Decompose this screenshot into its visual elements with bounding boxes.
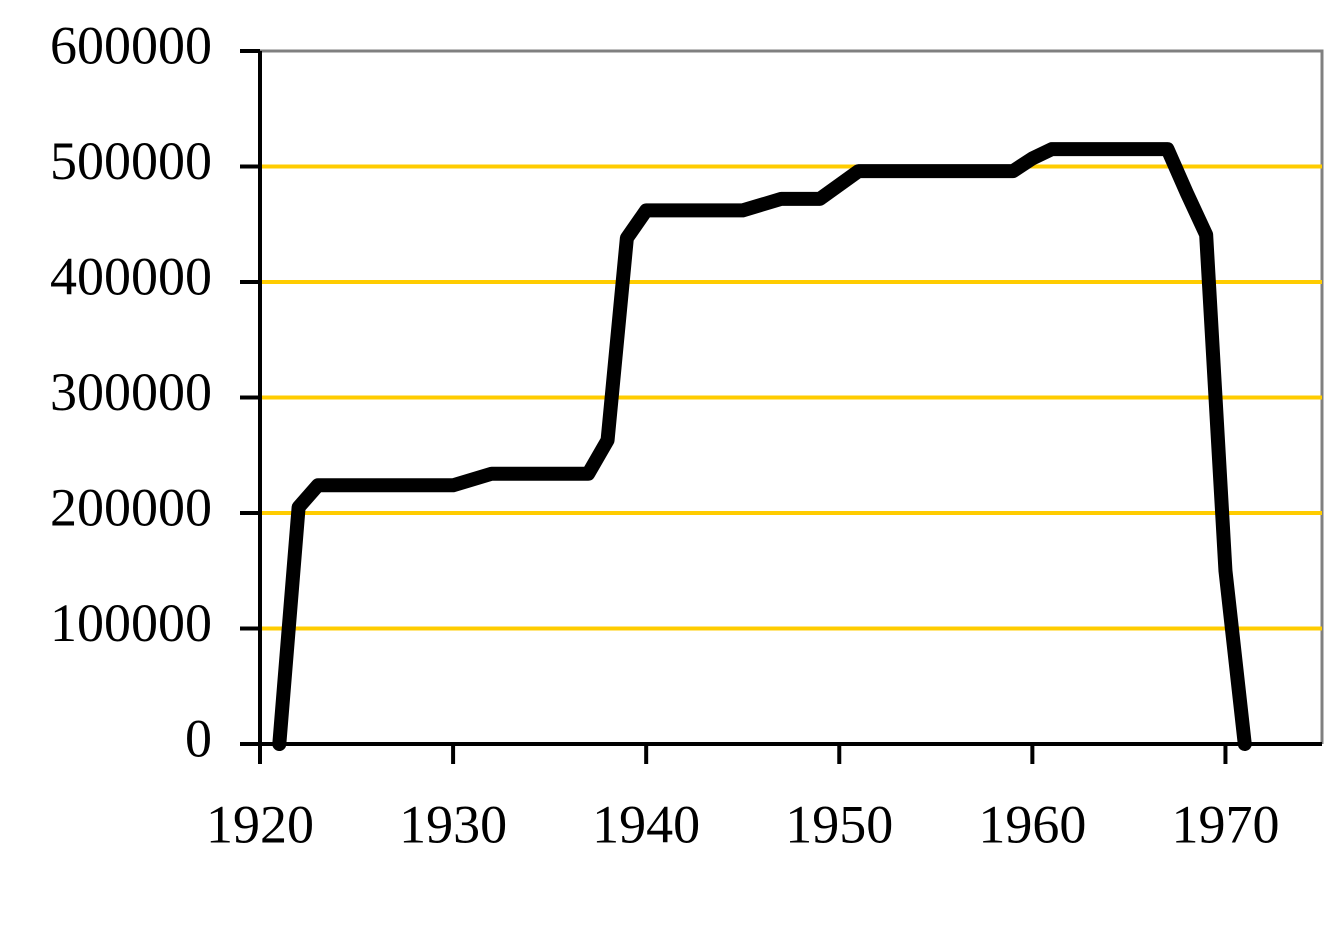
x-tick-label: 1950: [785, 794, 893, 854]
x-tick-label: 1940: [592, 794, 700, 854]
x-tick-label: 1920: [206, 794, 314, 854]
y-tick-label: 600000: [50, 15, 212, 75]
y-tick-label: 500000: [50, 131, 212, 191]
data-line: [272, 142, 1252, 751]
y-tick-label: 300000: [50, 362, 212, 422]
y-tick-label: 0: [185, 708, 212, 768]
y-tick-label: 200000: [50, 477, 212, 537]
y-tick-label: 400000: [50, 246, 212, 306]
x-tick-label: 1930: [399, 794, 507, 854]
x-tick-label: 1960: [978, 794, 1086, 854]
y-tick-label: 100000: [50, 593, 212, 653]
x-tick-label: 1970: [1171, 794, 1279, 854]
